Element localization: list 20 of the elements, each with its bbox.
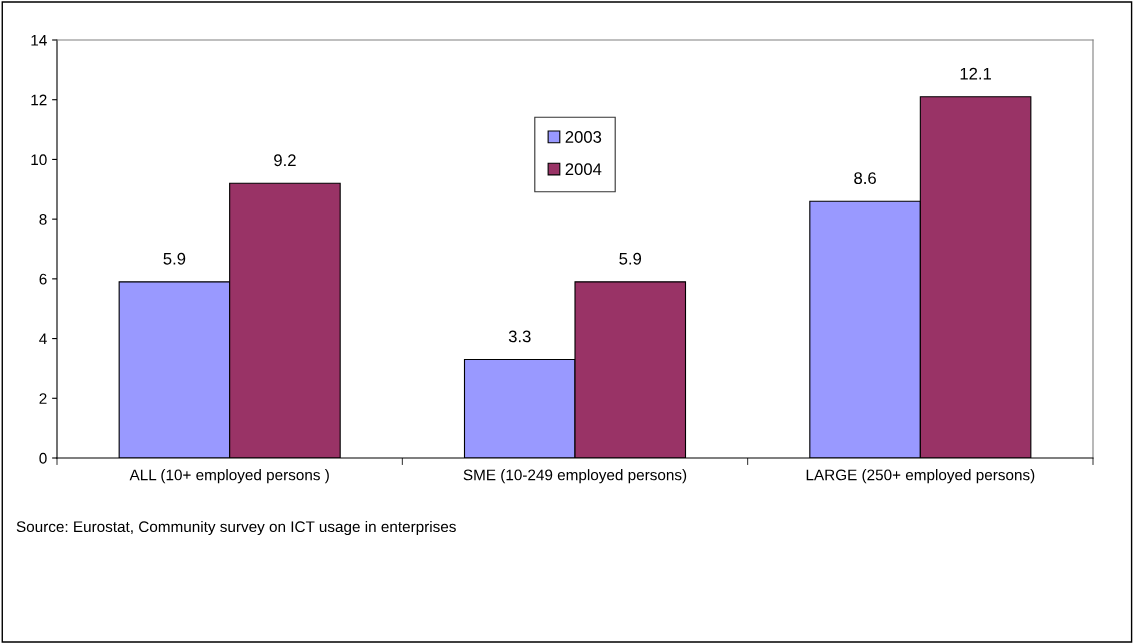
y-tick-label: 8 — [39, 214, 47, 225]
data-label: 5.9 — [619, 252, 642, 265]
data-label: 8.6 — [854, 172, 876, 185]
data-label: 9.2 — [274, 154, 296, 167]
x-tick-label: ALL (10+ employed persons ) — [129, 469, 329, 484]
y-tick-label: 6 — [39, 273, 47, 285]
data-label: 12.1 — [960, 67, 991, 80]
legend-label: 2004 — [565, 163, 602, 176]
x-tick-label: LARGE (250+ employed persons) — [806, 469, 1035, 484]
data-label: 3.3 — [508, 330, 531, 343]
x-tick-label: SME (10-249 employed persons) — [463, 469, 687, 484]
y-tick-label: 0 — [39, 452, 47, 464]
source-note: Source: Eurostat, Community survey on ICT usage in enterprises — [16, 520, 456, 536]
y-tick-label: 10 — [31, 154, 47, 166]
y-tick-label: 4 — [39, 333, 47, 345]
y-tick-label: 2 — [39, 393, 47, 404]
y-tick-label: 14 — [31, 35, 47, 46]
data-label: 5.9 — [163, 252, 186, 265]
y-tick-label: 12 — [31, 94, 47, 106]
legend-label: 2003 — [565, 131, 602, 143]
